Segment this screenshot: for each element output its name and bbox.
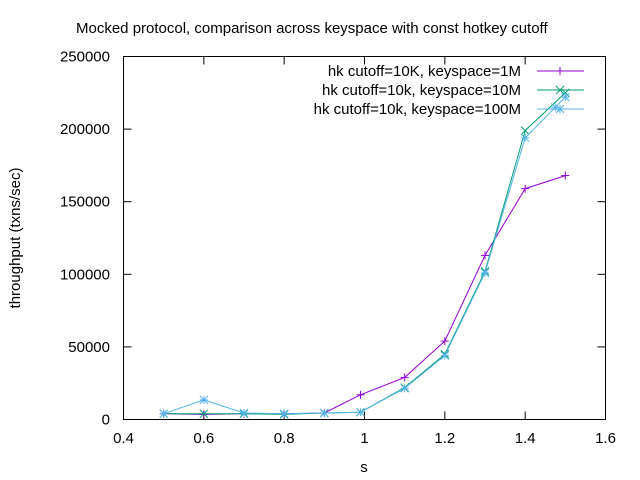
legend-marker-swatch	[556, 67, 564, 75]
y-tick-label: 250000	[60, 49, 110, 66]
data-point-series-3	[279, 409, 289, 419]
data-point-series-3	[480, 268, 490, 278]
data-point-series-3	[319, 408, 329, 418]
data-point-series-3	[520, 133, 530, 143]
data-point-series-3	[550, 102, 560, 112]
y-tick-label: 50000	[68, 339, 110, 356]
data-point-series-3	[560, 92, 570, 102]
data-point-series-3	[239, 408, 249, 418]
x-tick-label: 0.6	[193, 430, 214, 447]
chart-title: Mocked protocol, comparison across keysp…	[76, 20, 548, 37]
legend-label: hk cutoff=10K, keyspace=1M	[328, 63, 521, 80]
series-line-1	[163, 175, 566, 415]
x-tick-label: 0.8	[274, 430, 295, 447]
data-point-series-2	[199, 409, 209, 419]
data-point-series-1	[199, 410, 208, 419]
data-point-series-1	[400, 373, 409, 382]
data-point-series-1	[356, 390, 365, 399]
x-axis-label: s	[360, 459, 368, 476]
y-axis-label: throughput (txns/sec)	[7, 168, 24, 309]
y-tick-label: 150000	[60, 194, 110, 211]
data-point-series-2	[520, 126, 530, 135]
legend-label: hk cutoff=10k, keyspace=100M	[314, 101, 521, 118]
legend-label: hk cutoff=10k, keyspace=10M	[322, 82, 521, 99]
data-point-series-1	[440, 337, 449, 346]
data-point-series-1	[481, 251, 489, 260]
data-point-series-3	[356, 407, 365, 417]
data-point-series-3	[159, 409, 169, 419]
data-point-series-3	[440, 351, 450, 360]
x-tick-label: 1.2	[434, 430, 455, 447]
x-tick-label: 0.4	[113, 430, 134, 447]
y-tick-label: 200000	[60, 121, 110, 138]
series-line-3	[163, 96, 566, 415]
y-axis: 0 50000 100000 150000 200000 250000	[60, 49, 606, 429]
y-tick-label: 0	[102, 412, 110, 429]
x-axis: 0.4 0.6 0.8 1 1.2 1.4 1.6	[113, 56, 616, 447]
y-tick-label: 100000	[60, 266, 110, 283]
x-tick-label: 1.4	[515, 430, 536, 447]
data-point-series-1	[521, 184, 530, 193]
series-line-2	[163, 92, 566, 415]
data-point-series-3	[199, 395, 209, 405]
legend-marker-swatch	[555, 104, 565, 114]
data-point-series-1	[561, 171, 570, 180]
legend: hk cutoff=10K, keyspace=1M hk cutoff=10k,…	[314, 63, 584, 118]
legend-marker-swatch	[555, 85, 565, 95]
x-tick-label: 1.6	[595, 430, 616, 447]
series-layer	[159, 88, 570, 419]
data-point-series-3	[400, 383, 410, 393]
x-tick-label: 1	[360, 430, 368, 447]
